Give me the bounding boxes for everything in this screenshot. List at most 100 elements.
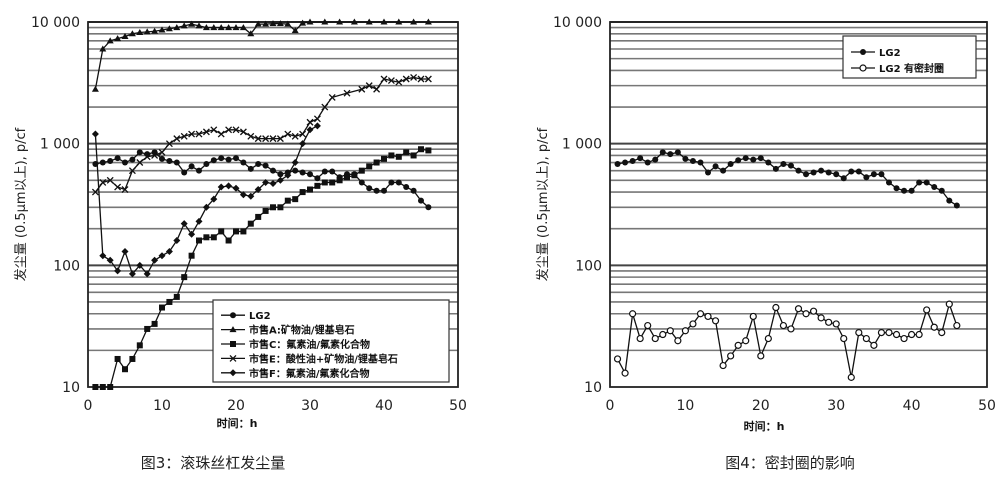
- x-tick-label: 40: [903, 398, 921, 414]
- data-point: [344, 174, 350, 181]
- y-tick-label: 1 000: [562, 137, 602, 153]
- data-point: [395, 78, 403, 86]
- series-line: [94, 125, 318, 276]
- data-point: [727, 352, 735, 360]
- y-tick-label: 100: [53, 258, 80, 274]
- data-point: [629, 310, 637, 318]
- data-point: [247, 192, 255, 200]
- data-point: [122, 366, 128, 373]
- data-point: [328, 93, 336, 101]
- data-point: [365, 18, 373, 25]
- data-point: [284, 171, 292, 179]
- legend-label: 市售C：氟素油/氟素化合物: [249, 338, 370, 351]
- data-point: [403, 149, 410, 156]
- data-point: [358, 85, 366, 93]
- data-point: [180, 220, 188, 228]
- x-axis-label: 时间：h: [217, 416, 258, 430]
- data-point: [180, 132, 188, 140]
- data-point: [644, 159, 651, 166]
- data-point: [840, 334, 848, 343]
- data-point: [855, 328, 863, 337]
- data-point: [621, 369, 629, 377]
- data-point: [410, 74, 418, 81]
- data-point: [810, 169, 817, 176]
- data-point: [424, 18, 432, 25]
- data-point: [907, 330, 916, 339]
- y-tick-label: 100: [575, 258, 602, 274]
- data-point: [196, 167, 202, 174]
- data-point: [613, 355, 622, 363]
- data-point: [114, 355, 121, 362]
- legend-marker: [229, 354, 237, 362]
- data-point: [787, 325, 795, 333]
- data-point: [210, 24, 218, 31]
- data-point: [877, 328, 886, 337]
- data-point: [225, 182, 233, 190]
- data-point: [114, 155, 121, 162]
- data-point: [825, 318, 833, 326]
- data-point: [388, 179, 395, 186]
- data-point: [203, 161, 210, 168]
- data-point: [381, 187, 387, 194]
- y-axis-label: 发尘量 (0.5μm以上), p/cf: [535, 127, 551, 281]
- data-point: [269, 20, 277, 27]
- x-tick-label: 30: [827, 398, 845, 414]
- data-point: [832, 320, 840, 328]
- x-axis-label: 时间：h: [744, 419, 785, 433]
- data-point: [651, 334, 659, 343]
- y-tick-label: 10 000: [31, 15, 80, 31]
- data-point: [689, 320, 697, 328]
- x-tick-label: 10: [676, 398, 694, 414]
- data-point: [151, 151, 159, 159]
- data-point: [292, 196, 299, 203]
- data-point: [254, 135, 262, 143]
- data-point: [136, 149, 143, 156]
- data-point: [387, 77, 395, 85]
- data-point: [847, 373, 855, 381]
- data-point: [255, 161, 262, 168]
- data-point: [151, 256, 159, 264]
- series-1: [614, 149, 960, 209]
- data-point: [425, 204, 432, 211]
- data-point: [930, 323, 938, 331]
- data-point: [306, 126, 314, 134]
- data-point: [262, 162, 269, 169]
- plot-frame: [609, 21, 988, 388]
- data-point: [188, 163, 195, 170]
- data-point: [203, 234, 210, 241]
- data-point: [424, 75, 432, 83]
- data-point: [276, 20, 284, 27]
- data-point: [757, 155, 764, 162]
- data-point: [794, 305, 803, 313]
- data-point: [233, 228, 239, 235]
- data-point: [299, 130, 307, 138]
- data-point: [99, 159, 106, 166]
- data-point: [953, 321, 961, 330]
- data-point: [159, 155, 165, 162]
- data-point: [195, 217, 203, 225]
- data-point: [720, 167, 727, 174]
- data-point: [158, 26, 166, 33]
- data-point: [270, 204, 276, 211]
- data-point: [614, 161, 621, 168]
- data-point: [158, 252, 166, 260]
- data-point: [878, 171, 885, 178]
- data-point: [945, 300, 953, 308]
- series-2: [91, 18, 432, 92]
- data-point: [99, 178, 107, 186]
- data-point: [735, 157, 742, 164]
- data-point: [306, 118, 314, 126]
- data-point: [91, 130, 99, 138]
- data-point: [418, 146, 424, 153]
- data-point: [915, 330, 923, 339]
- legend: LG2 市售A:矿物油/锂基皂石市售C：氟素油/氟素化合物市售E：酸性油+矿物油/…: [212, 299, 450, 383]
- data-point: [772, 303, 780, 312]
- legend-marker: [230, 341, 236, 347]
- data-point: [144, 325, 151, 332]
- data-point: [772, 165, 779, 172]
- data-point: [916, 179, 923, 186]
- data-point: [780, 161, 787, 168]
- data-point: [900, 334, 908, 343]
- data-point: [923, 306, 931, 314]
- legend-label: 市售E：酸性油+矿物油/锂基皂石: [249, 352, 398, 365]
